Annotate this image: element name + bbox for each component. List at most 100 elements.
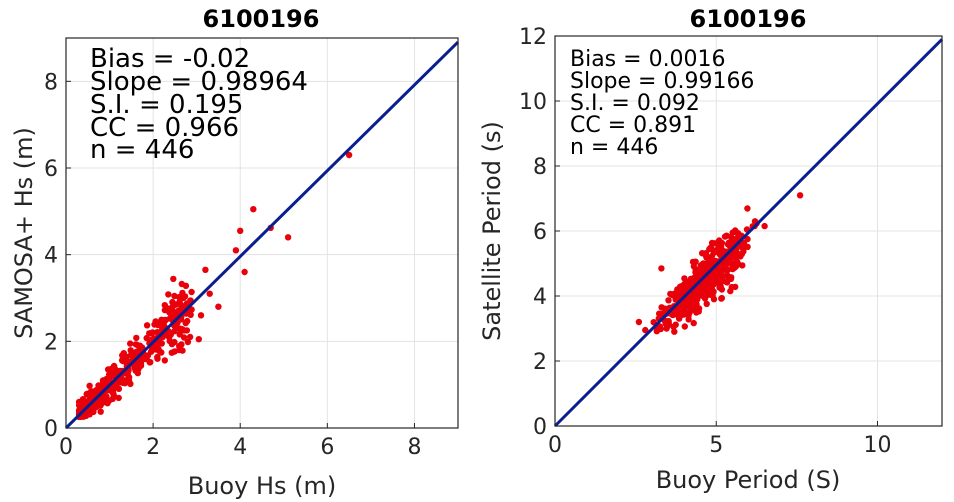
data-point: [681, 275, 688, 282]
data-point: [184, 338, 192, 346]
data-point: [635, 318, 643, 326]
data-point: [345, 151, 353, 159]
data-point: [188, 288, 195, 296]
data-point: [284, 234, 292, 241]
data-point: [95, 382, 102, 389]
x-tick-label: 6: [320, 435, 334, 460]
data-point: [215, 303, 222, 310]
stats-box: Bias = 0.0016 Slope = 0.99166 S.I. = 0.0…: [570, 47, 754, 160]
x-tick-label: 10: [864, 433, 892, 458]
data-point: [669, 291, 676, 299]
data-point: [687, 307, 694, 314]
x-tick-label: 2: [146, 435, 160, 460]
data-point: [661, 306, 669, 313]
data-point: [109, 370, 116, 377]
data-point: [169, 303, 176, 310]
x-tick-label: 0: [59, 435, 73, 460]
data-point: [232, 247, 240, 254]
stats-box: Bias = -0.02 Slope = 0.98964 S.I. = 0.19…: [90, 44, 308, 165]
data-point: [739, 262, 746, 269]
stat-si: S.I. = 0.195: [90, 90, 243, 120]
y-axis-label: Satellite Period (s): [478, 121, 506, 341]
data-point: [176, 331, 183, 338]
data-point: [729, 263, 736, 271]
stat-cc: CC = 0.966: [90, 113, 239, 143]
data-point: [115, 385, 123, 392]
plot-frame: [65, 37, 459, 429]
data-point: [176, 346, 183, 354]
data-point: [718, 248, 725, 255]
data-point: [183, 300, 190, 307]
data-point: [703, 300, 710, 308]
data-point: [744, 235, 751, 243]
data-point: [761, 222, 768, 230]
data-point: [98, 399, 106, 407]
tick-labels: 0 2 4 6 8 0 2 4 6 8: [44, 70, 421, 460]
y-tick-label: 2: [44, 330, 58, 355]
y-axis-label: SAMOSA+ Hs (m): [10, 127, 38, 339]
x-tick-label: 5: [709, 433, 723, 458]
data-point: [206, 290, 213, 297]
data-point: [158, 340, 165, 347]
scatter-points: [75, 151, 353, 421]
chart-panel-hs: 6100196 0 2 4 6 8 0 2 4 6 8 Bias = -0.02 Slope = …: [10, 5, 460, 500]
y-tick-label: 8: [44, 70, 58, 95]
data-point: [685, 316, 692, 323]
y-tick-label: 12: [519, 25, 547, 50]
data-point: [709, 246, 716, 253]
stat-bias: Bias = -0.02: [90, 44, 250, 74]
data-point: [699, 250, 706, 257]
data-point: [127, 380, 134, 388]
data-point: [708, 239, 716, 247]
data-point: [694, 295, 701, 303]
y-tick-label: 8: [533, 155, 547, 180]
stat-cc: CC = 0.891: [570, 113, 696, 138]
data-point: [115, 394, 122, 402]
data-point: [718, 295, 725, 302]
data-point: [197, 312, 205, 319]
data-point: [693, 307, 700, 314]
data-point: [250, 206, 257, 213]
stat-slope: Slope = 0.99166: [570, 69, 754, 94]
data-point: [674, 311, 682, 318]
data-point: [709, 270, 717, 278]
y-tick-label: 10: [519, 90, 547, 115]
data-point: [732, 227, 739, 234]
data-point: [147, 359, 154, 366]
data-point: [181, 293, 189, 300]
data-point: [671, 328, 678, 335]
data-point: [703, 286, 710, 294]
data-point: [171, 338, 178, 346]
x-tick-label: 0: [548, 433, 562, 458]
data-point: [237, 227, 244, 234]
data-point: [161, 302, 168, 309]
data-point: [698, 261, 705, 269]
data-point: [182, 319, 189, 327]
data-point: [727, 233, 735, 241]
regression-line: [553, 38, 944, 428]
data-point: [663, 325, 670, 332]
data-point: [121, 353, 129, 361]
y-tick-label: 6: [44, 157, 58, 182]
data-point: [688, 278, 695, 286]
x-tick-label: 4: [233, 435, 247, 460]
y-tick-label: 6: [533, 220, 547, 245]
chart-title: 6100196: [690, 5, 807, 33]
data-point: [670, 323, 677, 331]
data-point: [686, 295, 693, 302]
data-point: [195, 336, 202, 343]
data-point: [165, 291, 172, 298]
data-point: [170, 275, 177, 283]
data-point: [721, 233, 729, 240]
data-point: [642, 326, 649, 334]
data-point: [125, 374, 132, 381]
data-point: [665, 297, 672, 304]
data-point: [121, 380, 129, 387]
data-point: [146, 330, 154, 337]
data-point: [674, 286, 681, 293]
data-point: [161, 357, 168, 364]
data-point: [696, 284, 703, 291]
data-point: [147, 348, 155, 355]
x-axis-label: Buoy Period (S): [656, 466, 841, 494]
